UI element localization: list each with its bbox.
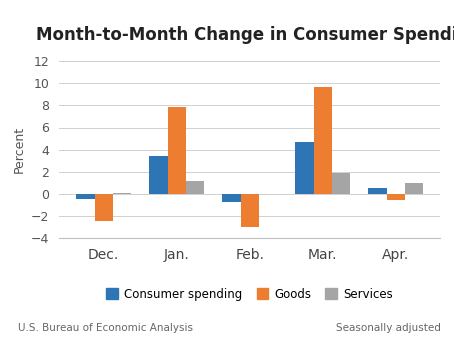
Bar xyxy=(149,156,168,194)
Bar xyxy=(94,194,113,221)
Bar xyxy=(295,142,314,194)
Bar xyxy=(314,87,332,194)
Bar xyxy=(241,194,259,227)
Bar xyxy=(113,193,131,194)
Text: Month-to-Month Change in Consumer Spending: Month-to-Month Change in Consumer Spendi… xyxy=(36,26,454,44)
Bar xyxy=(168,106,186,194)
Bar xyxy=(332,173,350,194)
Bar xyxy=(222,194,241,202)
Bar xyxy=(368,188,386,194)
Bar xyxy=(386,194,405,201)
Text: U.S. Bureau of Economic Analysis: U.S. Bureau of Economic Analysis xyxy=(18,323,193,333)
Y-axis label: Percent: Percent xyxy=(12,126,25,173)
Bar xyxy=(186,181,204,194)
Bar xyxy=(405,183,423,194)
Text: Seasonally adjusted: Seasonally adjusted xyxy=(336,323,440,333)
Legend: Consumer spending, Goods, Services: Consumer spending, Goods, Services xyxy=(102,283,398,305)
Bar xyxy=(76,194,94,199)
